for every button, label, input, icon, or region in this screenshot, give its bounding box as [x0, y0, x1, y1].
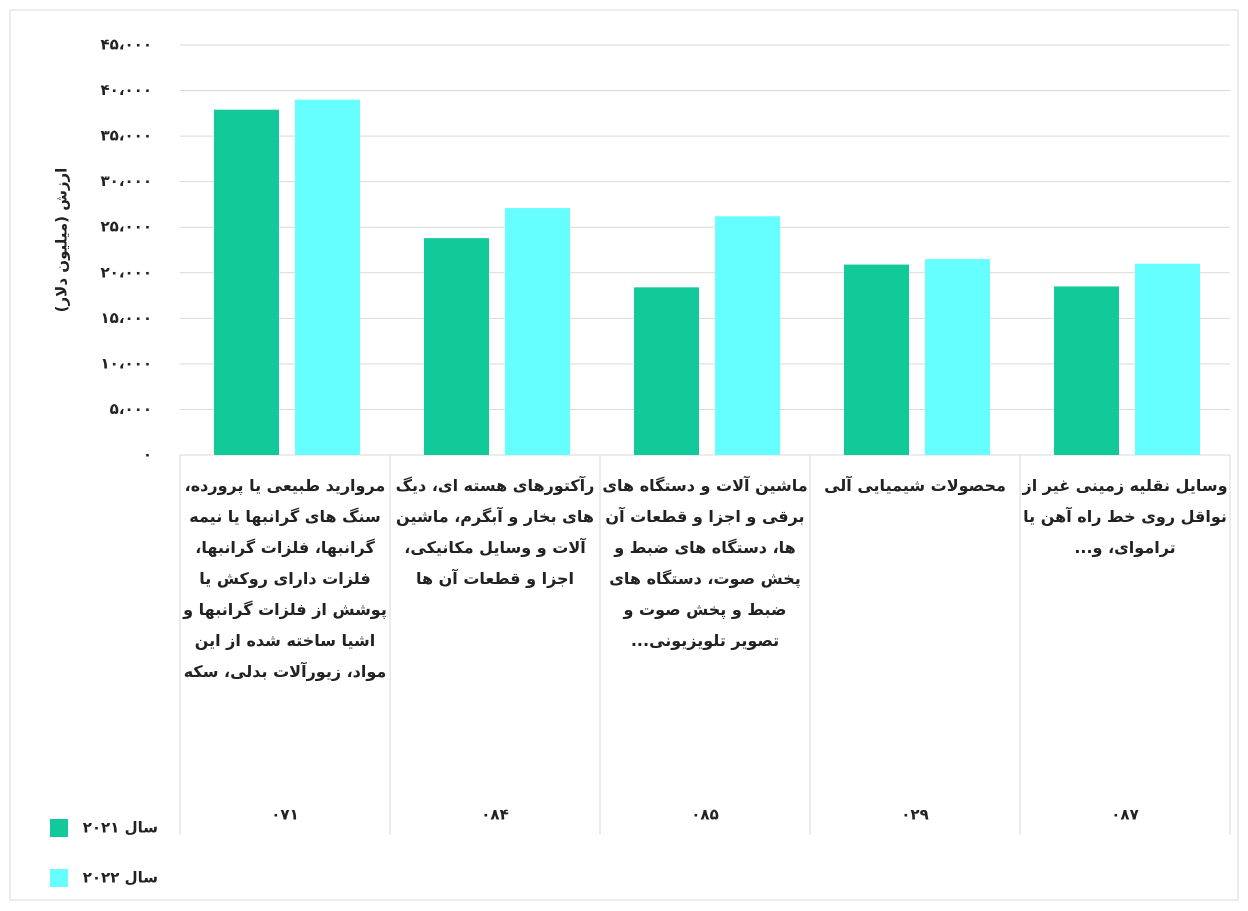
x-tick-label: مروارید طبیعی یا پرورده، سنگ های گرانبها… [183, 476, 387, 681]
bar [634, 287, 699, 455]
legend-swatch [50, 819, 68, 837]
bar [214, 109, 279, 455]
bar [505, 208, 570, 455]
x-tick-label: رآکتورهای هسته ای، دیگ های بخار و آبگرم،… [395, 476, 595, 588]
y-tick-label: ۴۰،۰۰۰ [101, 81, 152, 99]
bar [925, 259, 990, 455]
bar [1054, 286, 1119, 455]
legend-label: سال ۲۰۲۲ [83, 869, 158, 887]
y-tick-label: ۳۵،۰۰۰ [101, 127, 152, 145]
x-tick-label: وسایل نقلیه زمینی غیر از نواقل روی خط را… [1022, 476, 1228, 557]
y-tick-label: ۵،۰۰۰ [110, 400, 152, 418]
category-code: ۰۷۱ [271, 806, 298, 824]
y-tick-label: ۲۰،۰۰۰ [101, 263, 152, 281]
chart-border [9, 9, 1239, 901]
bar [844, 264, 909, 455]
y-tick-label: ۰ [143, 446, 152, 464]
category-code: ۰۲۹ [901, 806, 928, 824]
bar [424, 238, 489, 455]
y-tick-label: ۲۵،۰۰۰ [101, 218, 152, 236]
legend-swatch [50, 869, 68, 887]
x-tick-label: ماشین آلات و دستگاه های برقی و اجزا و قط… [602, 476, 808, 650]
bar [715, 216, 780, 455]
bar [295, 99, 360, 456]
y-tick-label: ۱۵،۰۰۰ [101, 309, 152, 327]
y-tick-label: ۴۵،۰۰۰ [101, 36, 152, 54]
category-code: ۰۸۷ [1111, 806, 1138, 824]
y-axis-label: ارزش (میلیون دلار) [53, 168, 71, 313]
legend-label: سال ۲۰۲۱ [83, 819, 158, 837]
y-tick-label: ۳۰،۰۰۰ [101, 172, 152, 190]
bar [1135, 263, 1200, 455]
category-code: ۰۸۴ [481, 806, 508, 824]
x-tick-label: محصولات شیمیایی آلی [824, 476, 1006, 495]
y-tick-label: ۱۰،۰۰۰ [101, 354, 152, 372]
category-code: ۰۸۵ [691, 806, 718, 824]
